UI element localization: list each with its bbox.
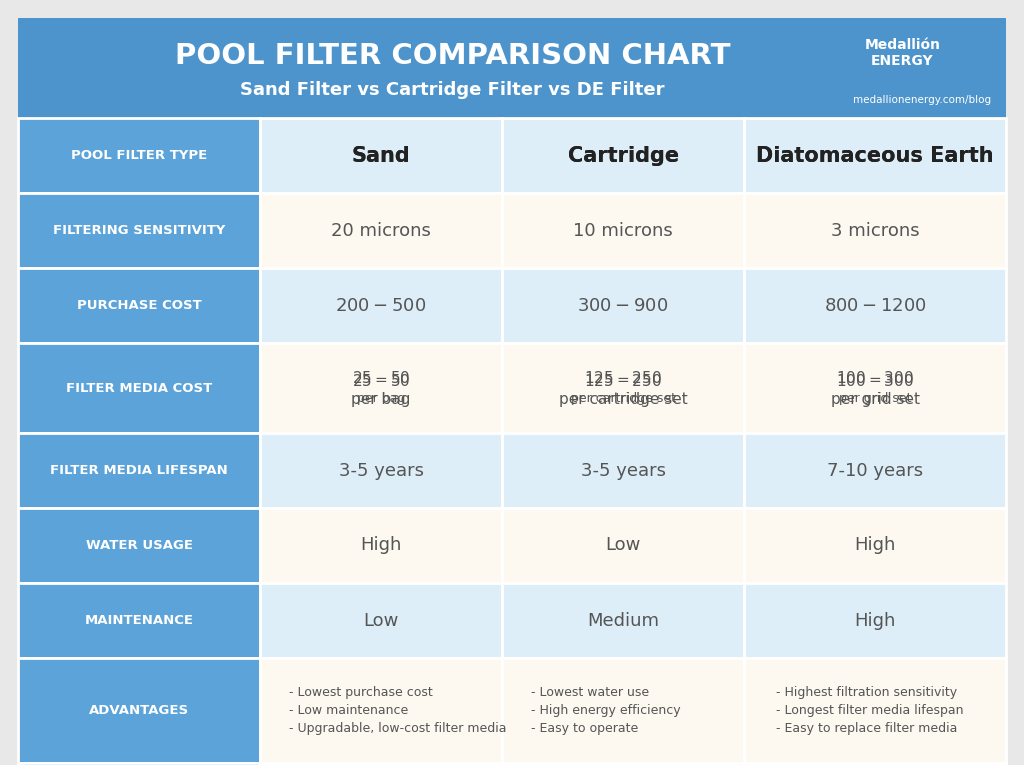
Bar — [18, 583, 260, 658]
Text: Diatomaceous Earth: Diatomaceous Earth — [757, 145, 994, 165]
Text: - Lowest purchase cost
- Low maintenance
- Upgradable, low-cost filter media: - Lowest purchase cost - Low maintenance… — [289, 686, 507, 735]
Text: ​$800-$1200: ​$800-$1200 — [823, 297, 927, 314]
Text: ADVANTAGES: ADVANTAGES — [89, 704, 189, 717]
Text: per bag: per bag — [357, 392, 406, 405]
Bar — [260, 658, 502, 763]
Text: 20 microns: 20 microns — [331, 222, 431, 239]
Bar — [18, 193, 260, 268]
Bar — [18, 508, 260, 583]
Text: ​$25-​$50
per bag: ​$25-​$50 per bag — [351, 369, 411, 406]
Bar — [502, 118, 744, 193]
Text: Sand: Sand — [351, 145, 411, 165]
Bar — [18, 18, 1006, 118]
Bar — [744, 658, 1006, 763]
Text: - Lowest water use
- High energy efficiency
- Easy to operate: - Lowest water use - High energy efficie… — [531, 686, 681, 735]
Text: WATER USAGE: WATER USAGE — [86, 539, 193, 552]
Text: POOL FILTER TYPE: POOL FILTER TYPE — [71, 149, 207, 162]
Text: High: High — [854, 611, 896, 630]
Bar — [260, 763, 502, 765]
Text: High: High — [360, 536, 401, 555]
Bar — [18, 118, 260, 193]
Bar — [260, 268, 502, 343]
Text: ​$125-​$250: ​$125-​$250 — [585, 373, 663, 389]
Text: Low: Low — [364, 611, 398, 630]
Text: - Highest filtration sensitivity
- Longest filter media lifespan
- Easy to repla: - Highest filtration sensitivity - Longe… — [775, 686, 964, 735]
Bar — [260, 343, 502, 433]
Text: FILTERING SENSITIVITY: FILTERING SENSITIVITY — [53, 224, 225, 237]
Text: High: High — [854, 536, 896, 555]
Bar — [502, 583, 744, 658]
Text: ​$300-$900: ​$300-$900 — [578, 297, 669, 314]
Text: FILTER MEDIA COST: FILTER MEDIA COST — [66, 382, 212, 395]
Bar — [502, 658, 744, 763]
Text: Sand: Sand — [351, 145, 411, 165]
Bar — [744, 118, 1006, 193]
Text: 10 microns: 10 microns — [573, 222, 673, 239]
Text: Low: Low — [605, 536, 641, 555]
Text: PURCHASE COST: PURCHASE COST — [77, 299, 202, 312]
Text: 3-5 years: 3-5 years — [339, 461, 424, 480]
Text: Medium: Medium — [587, 611, 659, 630]
Text: ​$25-​$50: ​$25-​$50 — [352, 373, 411, 389]
Text: FILTER MEDIA LIFESPAN: FILTER MEDIA LIFESPAN — [50, 464, 228, 477]
Text: Cartridge: Cartridge — [567, 145, 679, 165]
Bar — [260, 118, 502, 193]
Bar — [744, 268, 1006, 343]
Text: ​$100-​$300
per grid set: ​$100-​$300 per grid set — [830, 369, 920, 406]
Bar — [744, 433, 1006, 508]
Text: POOL FILTER COMPARISON CHART: POOL FILTER COMPARISON CHART — [175, 42, 730, 70]
Bar — [260, 583, 502, 658]
Text: ​$200-$500: ​$200-$500 — [336, 297, 427, 314]
Text: per grid set: per grid set — [839, 392, 911, 405]
Bar — [260, 508, 502, 583]
Bar — [502, 268, 744, 343]
Bar — [260, 433, 502, 508]
Bar — [18, 763, 260, 765]
Text: Sand Filter vs Cartridge Filter vs DE Filter: Sand Filter vs Cartridge Filter vs DE Fi… — [241, 81, 665, 99]
Text: Cartridge: Cartridge — [567, 145, 679, 165]
Text: medallionenergy.com/blog: medallionenergy.com/blog — [853, 95, 991, 105]
Text: 3-5 years: 3-5 years — [581, 461, 666, 480]
Bar — [260, 193, 502, 268]
Text: MAINTENANCE: MAINTENANCE — [85, 614, 194, 627]
Text: 7-10 years: 7-10 years — [827, 461, 924, 480]
Text: 3 microns: 3 microns — [830, 222, 920, 239]
Bar — [18, 433, 260, 508]
Text: ​$100-​$300: ​$100-​$300 — [837, 373, 914, 389]
Bar — [744, 583, 1006, 658]
Text: Diatomaceous Earth: Diatomaceous Earth — [757, 145, 994, 165]
Bar — [502, 763, 744, 765]
Bar — [18, 658, 260, 763]
Text: ​$125-​$250
per cartridge set: ​$125-​$250 per cartridge set — [559, 369, 687, 406]
Bar — [744, 193, 1006, 268]
Bar — [502, 508, 744, 583]
Bar — [18, 268, 260, 343]
Bar — [744, 343, 1006, 433]
Text: per cartridge set: per cartridge set — [570, 392, 676, 405]
Text: Medallión
ENERGY: Medallión ENERGY — [864, 38, 940, 68]
Bar — [502, 193, 744, 268]
Bar — [502, 433, 744, 508]
Bar — [502, 343, 744, 433]
Bar — [18, 343, 260, 433]
Bar — [744, 763, 1006, 765]
Bar — [744, 508, 1006, 583]
